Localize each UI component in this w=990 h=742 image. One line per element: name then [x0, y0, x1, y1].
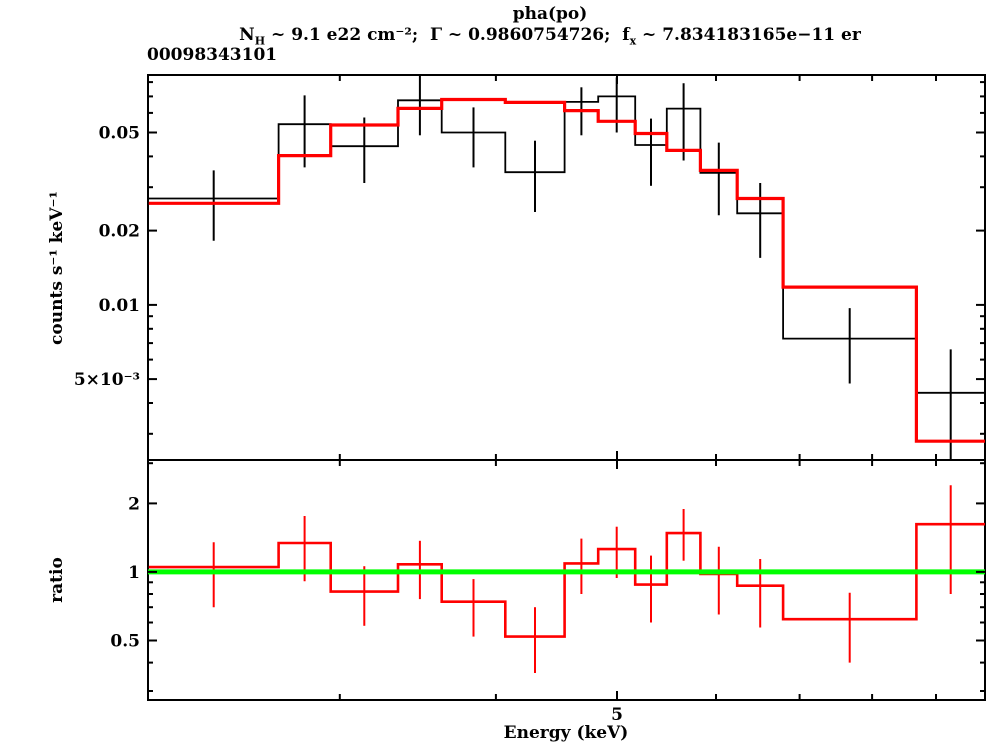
- nh-subscript: H: [254, 34, 266, 48]
- y-tick-label: 0.5: [110, 632, 140, 652]
- top-panel-frame: [147, 74, 986, 461]
- y-axis-label-top: counts s⁻¹ keV⁻¹: [47, 191, 67, 345]
- data-step-line: [148, 95, 985, 394]
- ratio-step-line: [148, 522, 985, 638]
- plot-content: 5 0.05 0.02 0.01 5×10⁻³ 2 1 0.5: [74, 75, 985, 725]
- fit-parameters-subtitle: NH ~ 9.1 e22 cm⁻²; Γ ~ 0.9860754726; fx …: [130, 25, 970, 47]
- y-axis-label-bottom: ratio: [47, 557, 67, 603]
- fit-parameters-tail: ~ 7.834183165e−11 er: [636, 25, 861, 45]
- y-tick-label: 2: [128, 494, 140, 514]
- model-step-line: [148, 97, 985, 443]
- bottom-panel-frame: [147, 459, 986, 701]
- y-tick-label: 1: [128, 563, 140, 583]
- y-tick-label: 5×10⁻³: [74, 370, 140, 390]
- observation-id: 00098343101: [147, 45, 278, 65]
- x-tick-label: 5: [611, 705, 623, 725]
- fit-parameters-mid: ~ 9.1 e22 cm⁻²; Γ ~ 0.9860754726; f: [265, 25, 630, 45]
- y-tick-label: 0.01: [99, 296, 140, 316]
- y-tick-label: 0.02: [99, 222, 140, 242]
- x-axis-label: Energy (keV): [504, 723, 629, 742]
- plot-title: pha(po): [512, 4, 588, 24]
- fx-subscript: x: [629, 34, 637, 48]
- nh-label: N: [239, 25, 255, 45]
- y-tick-label: 0.05: [99, 124, 140, 144]
